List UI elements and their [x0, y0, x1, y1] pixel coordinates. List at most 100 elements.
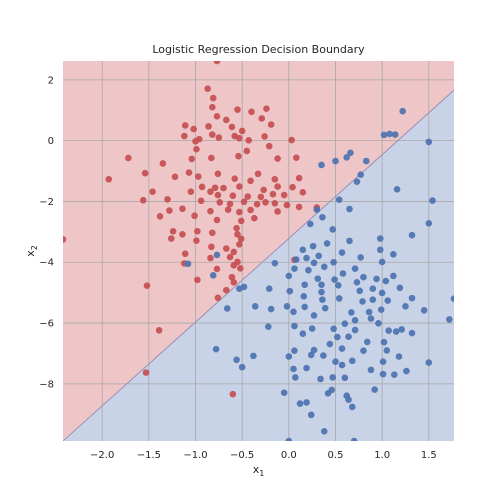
- point-class0-74: [295, 203, 303, 211]
- point-class1-113: [307, 351, 315, 359]
- point-class0-47: [198, 183, 206, 191]
- point-class0-88: [233, 224, 240, 232]
- point-class1-88: [450, 295, 454, 303]
- x-tick-label: −0.5: [230, 450, 254, 461]
- point-class1-84: [365, 308, 373, 316]
- point-class0-100: [223, 245, 230, 252]
- point-class0-56: [207, 188, 214, 196]
- point-class1-95: [351, 326, 359, 334]
- point-class0-76: [166, 207, 173, 214]
- x-tick-label: −1.5: [137, 450, 161, 461]
- y-tick-label: −8: [39, 379, 54, 390]
- point-class0-55: [187, 188, 195, 196]
- point-class1-137: [290, 365, 297, 373]
- point-class1-115: [332, 358, 339, 365]
- x-tick-label: 0.0: [281, 450, 297, 461]
- point-class0-58: [229, 192, 237, 199]
- point-class1-5: [343, 154, 350, 161]
- point-class1-140: [317, 375, 324, 383]
- point-class1-12: [393, 185, 401, 193]
- point-class1-1: [425, 138, 433, 146]
- point-class1-9: [318, 161, 325, 169]
- point-class0-20: [236, 134, 243, 142]
- point-class1-97: [385, 327, 392, 334]
- point-class0-28: [193, 145, 200, 153]
- point-class1-55: [301, 281, 308, 289]
- decision-boundary-line: [63, 89, 454, 441]
- point-class1-73: [408, 294, 416, 302]
- point-class0-118: [229, 390, 237, 398]
- point-class1-122: [341, 374, 349, 382]
- point-class1-72: [402, 303, 409, 310]
- point-class1-4: [391, 131, 399, 138]
- point-class1-40: [271, 259, 279, 267]
- point-class1-25: [315, 252, 322, 260]
- point-class0-4: [234, 106, 241, 113]
- point-class0-78: [207, 207, 214, 215]
- point-class1-42: [305, 266, 312, 274]
- point-class1-15: [429, 197, 436, 204]
- point-class0-44: [271, 175, 279, 183]
- point-class1-102: [334, 333, 341, 341]
- point-class1-99: [398, 326, 406, 333]
- point-class1-79: [301, 303, 308, 311]
- x-axis-ticks: −2.0 −1.5 −1.0 −0.5 0.0 0.5 1.0 1.5: [90, 450, 437, 461]
- point-class0-106: [230, 261, 238, 269]
- point-class0-108: [213, 265, 221, 273]
- point-class1-41: [291, 265, 298, 272]
- point-class1-20: [346, 237, 353, 245]
- point-class1-30: [357, 254, 364, 261]
- point-class1-76: [267, 305, 275, 313]
- point-class0-23: [215, 134, 223, 141]
- point-class1-117: [348, 357, 356, 365]
- class0-points: [63, 61, 321, 398]
- class1-points: [184, 107, 454, 441]
- point-class1-87: [420, 306, 428, 314]
- point-class1-0: [399, 107, 406, 115]
- point-class0-2: [209, 94, 217, 102]
- point-class1-47: [285, 272, 293, 280]
- point-class1-63: [286, 287, 294, 295]
- point-class1-78: [290, 308, 297, 316]
- point-class1-130: [280, 389, 288, 396]
- point-class0-94: [167, 235, 175, 242]
- point-class0-97: [236, 241, 243, 248]
- point-class1-6: [347, 149, 354, 157]
- point-class0-35: [159, 160, 167, 167]
- point-class0-7: [213, 113, 221, 120]
- point-class0-15: [238, 127, 246, 135]
- point-class0-31: [208, 154, 215, 162]
- point-class1-120: [403, 367, 410, 375]
- point-class0-91: [194, 227, 201, 235]
- point-class1-90: [264, 323, 272, 330]
- point-class1-144: [320, 427, 328, 435]
- point-class1-143: [307, 411, 315, 419]
- x-tick-label: −2.0: [90, 450, 114, 461]
- point-class0-18: [181, 132, 188, 140]
- point-class1-119: [395, 353, 403, 360]
- point-class0-14: [190, 125, 197, 133]
- point-class1-93: [330, 325, 337, 333]
- point-class0-65: [164, 196, 171, 203]
- y-axis-label-main: x: [24, 250, 37, 257]
- point-class0-77: [179, 205, 186, 213]
- point-class0-116: [155, 327, 163, 334]
- point-class0-17: [209, 131, 216, 138]
- point-class1-54: [396, 284, 404, 292]
- point-class1-105: [380, 338, 388, 346]
- point-class1-62: [265, 285, 273, 292]
- point-class1-33: [184, 260, 192, 268]
- point-class0-99: [208, 243, 215, 251]
- point-class0-45: [295, 174, 303, 182]
- point-class1-59: [369, 285, 377, 292]
- point-class0-87: [251, 214, 258, 222]
- point-class0-112: [223, 286, 230, 294]
- point-class0-36: [141, 169, 149, 177]
- point-class1-98: [392, 328, 400, 335]
- point-class0-22: [192, 137, 199, 145]
- point-class0-110: [194, 276, 201, 284]
- point-class1-96: [375, 320, 382, 327]
- point-class0-13: [181, 122, 189, 129]
- point-class0-98: [181, 250, 189, 258]
- point-class0-62: [280, 191, 288, 199]
